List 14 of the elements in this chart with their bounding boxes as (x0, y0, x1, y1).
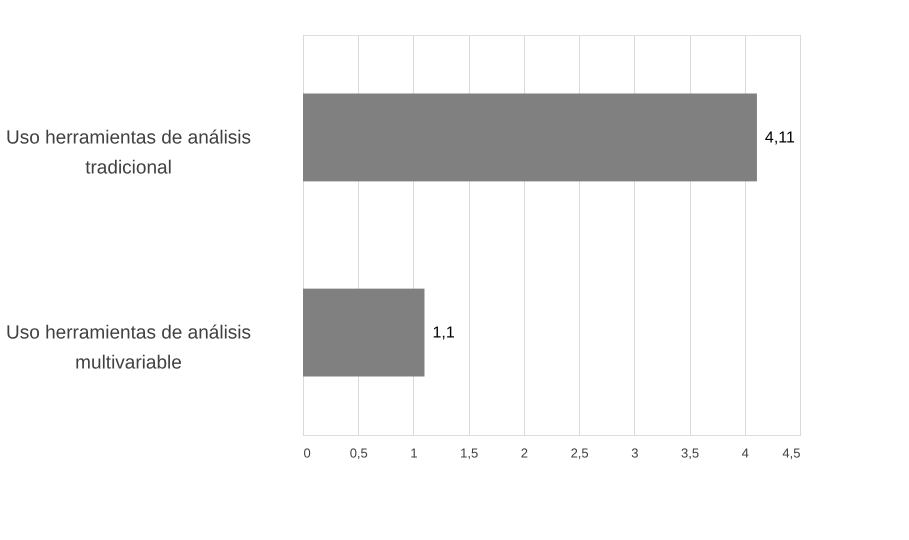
x-tick-label: 3 (631, 446, 638, 460)
data-label: 4,11 (764, 129, 795, 146)
data-label: 1,1 (432, 324, 455, 342)
x-tick-label: 1 (410, 446, 418, 460)
x-tick-label: 3,5 (681, 446, 700, 460)
x-tick-label: 2,5 (570, 446, 589, 460)
x-tick-label: 4,5 (782, 446, 800, 460)
x-tick-label: 0 (304, 446, 311, 460)
y-tick-label: Uso herramientas de análisis tradicional (6, 127, 252, 178)
y-tick-label: Uso herramientas de análisis multivariable (6, 322, 252, 374)
x-tick-label: 4 (742, 446, 749, 460)
x-tick-label: 0,5 (350, 446, 368, 460)
x-tick-label: 2 (520, 446, 528, 460)
x-tick-label: 1,5 (460, 446, 478, 460)
